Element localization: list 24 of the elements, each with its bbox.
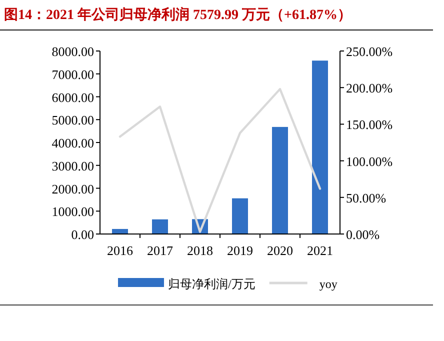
y2-tick-label: 150.00% [346,117,393,132]
y-tick-label: 1000.00 [52,204,94,220]
x-tick-label: 2018 [187,243,213,258]
y-tick-label: 6000.00 [52,90,94,105]
y2-tick-label: 100.00% [346,154,393,169]
legend-label: yoy [319,277,338,291]
x-tick-label: 2016 [107,243,134,258]
y-tick-label: 0.00 [71,227,94,242]
y2-tick-label: 50.00% [346,190,386,206]
x-tick-label: 2020 [267,243,293,258]
legend-label: 归母净利润/万元 [168,277,256,291]
y2-tick-label: 0.00% [346,227,380,242]
y2-tick-label: 200.00% [346,80,393,96]
y2-tick-label: 250.00% [346,44,393,59]
title: 图14：2021 年公司归母净利润 7579.99 万元（+61.87%） [4,8,352,23]
y-tick-label: 3000.00 [52,158,94,174]
y-tick-label: 2000.00 [52,181,94,196]
y-tick-label: 5000.00 [52,112,94,128]
y-tick-label: 4000.00 [52,136,94,150]
x-tick-label: 2019 [227,243,253,258]
x-tick-label: 2017 [147,243,174,258]
x-tick-label: 2021 [307,243,333,258]
y-tick-label: 8000.00 [52,44,94,59]
y-tick-label: 7000.00 [52,66,94,82]
